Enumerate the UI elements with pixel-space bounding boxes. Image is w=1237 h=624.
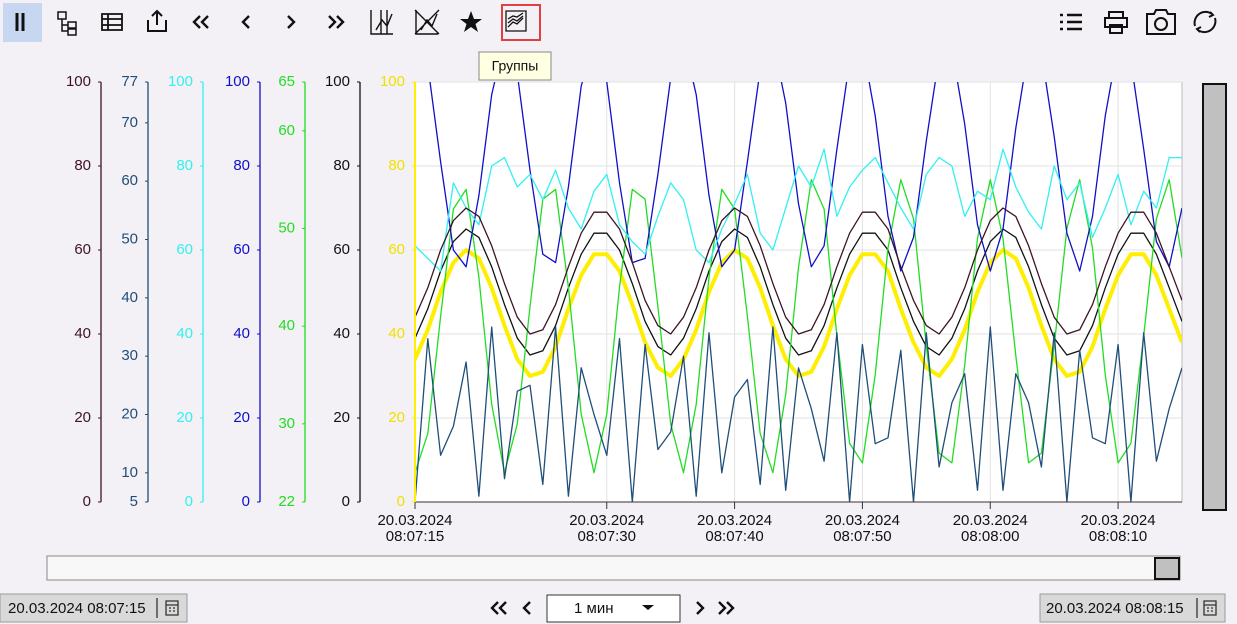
y-tick-label: 40 [388,325,405,342]
series-line [429,82,1182,272]
y-tick-label: 30 [278,415,295,432]
next-button[interactable] [287,15,296,29]
y-tick-label: 60 [233,241,250,258]
y-tick-label: 100 [225,73,250,90]
calendar-icon[interactable] [1196,598,1217,618]
period-forward[interactable] [696,601,735,615]
y-tick-label: 65 [278,73,295,90]
y-tick-label: 20 [333,409,350,426]
prev-button[interactable] [241,15,250,29]
y-tick-label: 30 [121,347,138,364]
start-date-field[interactable] [0,593,188,623]
groups-icon [505,10,527,32]
end-date: 20.03.2024 08:08:15 [1046,600,1184,617]
y-tick-label: 20 [388,409,405,426]
y-tick-label: 40 [74,325,91,342]
tooltip: Группы [492,58,539,74]
y-tick-label: 80 [333,157,350,174]
calendar-icon[interactable] [156,598,179,618]
x-tick-label: 20.03.2024 08:08:10 [1080,512,1156,545]
x-tick-label: 20.03.2024 08:07:15 [377,512,453,545]
series-line [415,248,1182,378]
y-tick-label: 20 [233,409,250,426]
favorite-button[interactable] [460,11,482,32]
x-tick-label: 20.03.2024 08:07:50 [824,512,900,545]
y-tick-label: 100 [66,73,91,90]
end-date-field[interactable] [1039,593,1226,623]
series-line [415,326,1182,502]
start-date: 20.03.2024 08:07:15 [8,600,146,617]
period-select[interactable] [546,594,681,623]
list-button[interactable] [1060,13,1082,31]
y-tick-label: 0 [185,493,193,510]
chart-button[interactable] [370,10,393,35]
last-button[interactable] [328,15,345,29]
series-line [415,148,1182,272]
y-tick-label: 60 [388,241,405,258]
y-tick-label: 60 [121,172,138,189]
export-button[interactable] [147,9,167,32]
y-tick-label: 40 [176,325,193,342]
y-tick-label: 40 [333,325,350,342]
y-tick-label: 5 [130,493,138,510]
y-tick-label: 100 [325,73,350,90]
y-tick-label: 80 [233,157,250,174]
y-tick-label: 20 [121,405,138,422]
y-tick-label: 60 [278,122,295,139]
tooltip-box [478,51,552,81]
first-button[interactable] [192,15,209,29]
y-tick-label: 40 [233,325,250,342]
y-tick-label: 20 [176,409,193,426]
snapshot-lens [1154,17,1168,31]
period: 1 мин [574,600,614,617]
y-tick-label: 20 [74,409,91,426]
x-tick-label: 20.03.2024 08:07:30 [569,512,645,545]
horizontal-scrollbar[interactable] [46,555,1181,581]
y-tick-label: 0 [83,493,91,510]
y-tick-label: 0 [342,493,350,510]
refresh-button[interactable] [1193,10,1217,34]
y-tick-label: 60 [333,241,350,258]
pause-icon [15,13,25,31]
period-back[interactable] [490,601,531,615]
x-tick-label: 20.03.2024 08:08:00 [952,512,1028,545]
y-tick-label: 80 [74,157,91,174]
plot-area [415,82,1182,502]
y-tick-label: 100 [380,73,405,90]
x-tick-label: 20.03.2024 08:07:40 [697,512,773,545]
y-tick-label: 22 [278,493,295,510]
dropdown-arrow [642,605,654,610]
y-tick-label: 60 [176,241,193,258]
groups-button-highlight[interactable] [501,4,541,41]
snapshot-button[interactable] [1146,9,1176,35]
series-line [415,207,1182,335]
y-tick-label: 60 [74,241,91,258]
y-tick-label: 50 [278,219,295,236]
y-tick-label: 100 [168,73,193,90]
y-tick-label: 80 [176,157,193,174]
y-tick-label: 0 [397,493,405,510]
vertical-scrollbar[interactable] [1202,83,1227,511]
y-tick-label: 10 [121,464,138,481]
table-button[interactable] [101,13,123,31]
scroll-thumb[interactable] [1154,557,1180,580]
y-tick-label: 80 [388,157,405,174]
y-tick-label: 50 [121,230,138,247]
y-tick-label: 0 [242,493,250,510]
chart-off-button[interactable] [414,9,440,35]
tree-button[interactable] [57,11,77,36]
y-tick-label: 77 [121,73,138,90]
y-tick-label: 40 [121,289,138,306]
y-tick-label: 70 [121,114,138,131]
y-tick-label: 40 [278,317,295,334]
print-button[interactable] [1104,11,1128,34]
